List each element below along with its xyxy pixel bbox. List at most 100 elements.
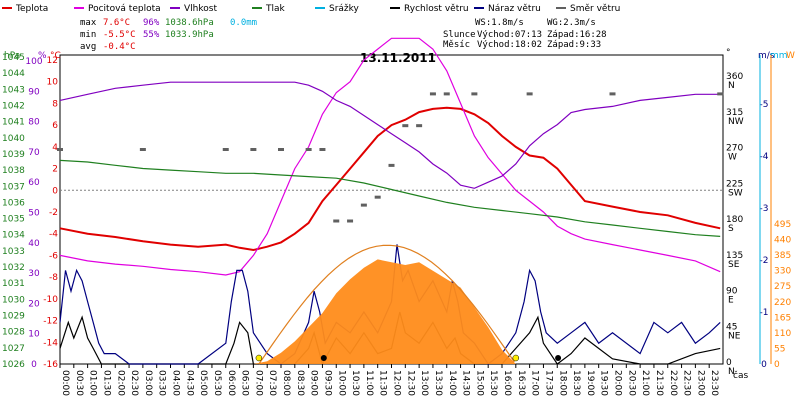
time-tick-label: 02:00 xyxy=(115,370,125,396)
c-tick-label: -4 xyxy=(49,230,58,240)
wind-dir-mark xyxy=(360,203,367,207)
dir-tick-value: 90 xyxy=(726,287,738,297)
wind-dir-mark xyxy=(347,219,354,223)
hpa-tick-label: 1034 xyxy=(2,231,25,241)
time-tick-label: 04:30 xyxy=(184,370,194,396)
stat-sun-rise: Východ:07:13 xyxy=(477,30,542,40)
time-tick-label: 05:30 xyxy=(212,370,222,396)
time-tick-label: 09:30 xyxy=(322,370,332,396)
time-tick-label: 19:00 xyxy=(585,370,595,396)
time-tick-label: 15:00 xyxy=(474,370,484,396)
wind-dir-mark xyxy=(319,148,326,151)
time-tick-label: 13:30 xyxy=(433,370,443,396)
time-tick-label: 03:00 xyxy=(143,370,153,396)
c-tick-label: 10 xyxy=(47,78,59,88)
stat-avg-label: avg xyxy=(80,42,96,52)
time-tick-label: 14:30 xyxy=(461,370,471,396)
stat-min-hum: 55% xyxy=(143,30,160,40)
time-tick-label: 04:00 xyxy=(171,370,181,396)
axis-unit-hpa: hPa xyxy=(4,51,20,61)
legend-label-6: Náraz větru xyxy=(488,4,541,14)
stat-sun-label: Slunce xyxy=(443,30,476,40)
time-tick-label: 14:00 xyxy=(447,370,457,396)
wind-dir-mark xyxy=(139,148,146,151)
hpa-tick-label: 1030 xyxy=(2,295,25,305)
wind-dir-mark xyxy=(333,219,340,223)
hpa-tick-label: 1043 xyxy=(2,85,25,95)
stat-sun-set: Západ:16:28 xyxy=(547,30,607,40)
time-tick-label: 20:30 xyxy=(626,370,636,396)
ms-tick-label: -1 xyxy=(760,308,769,318)
time-tick-label: 23:00 xyxy=(695,370,705,396)
wind-dir-mark xyxy=(388,163,395,167)
stat-rain: 0.0mm xyxy=(230,18,257,28)
wind-dir-mark xyxy=(443,92,450,96)
ms-tick-label: 0 xyxy=(761,360,767,370)
wind-dir-mark xyxy=(278,148,284,151)
ms-tick-label: -2 xyxy=(760,256,769,266)
time-tick-label: 00:30 xyxy=(74,370,84,396)
ms-tick-label: -3 xyxy=(760,204,769,214)
w-tick-label: 385 xyxy=(774,251,791,261)
dir-tick-letter: NW xyxy=(728,117,744,127)
left-axes: 1045104410431042104110401039103810371036… xyxy=(2,53,58,370)
hpa-tick-label: 1039 xyxy=(2,150,25,160)
hpa-tick-label: 1033 xyxy=(2,247,25,257)
pct-tick-label: 50 xyxy=(28,209,40,219)
pct-tick-label: 70 xyxy=(28,148,40,158)
series-line-teplota xyxy=(59,106,721,252)
wind-dir-mark xyxy=(222,148,229,151)
dir-tick-letter: NE xyxy=(728,331,741,341)
time-tick-label: 15:30 xyxy=(488,370,498,396)
stat-max-temp: 7.6°C xyxy=(103,18,130,28)
hpa-tick-label: 1032 xyxy=(2,263,25,273)
time-tick-label: 07:00 xyxy=(253,370,263,396)
sunrise-marker xyxy=(255,354,263,362)
dir-tick-value: 360 xyxy=(726,72,743,82)
stat-min-temp: -5.5°C xyxy=(103,30,136,40)
hpa-tick-label: 1045 xyxy=(2,53,25,63)
pct-tick-label: 30 xyxy=(28,269,40,279)
w-tick-label: 440 xyxy=(774,236,791,246)
series-area-slunce xyxy=(253,259,516,364)
wind-dir-mark xyxy=(374,195,381,199)
series-line-vlhkost xyxy=(59,81,721,189)
legend-label-4: Srážky xyxy=(329,4,360,14)
w-tick-label: 0 xyxy=(774,360,780,370)
legend-label-5: Rychlost větru xyxy=(404,4,469,14)
hpa-tick-label: 1028 xyxy=(2,328,25,338)
time-tick-label: 10:00 xyxy=(336,370,346,396)
c-tick-label: -6 xyxy=(49,251,58,261)
w-tick-label: 330 xyxy=(774,267,791,277)
hpa-tick-label: 1042 xyxy=(2,101,25,111)
c-tick-label: 0 xyxy=(52,186,58,196)
time-tick-label: 06:30 xyxy=(240,370,250,396)
w-tick-label: 495 xyxy=(774,220,791,230)
c-tick-label: -10 xyxy=(43,295,58,305)
time-tick-label: 02:30 xyxy=(129,370,139,396)
dir-tick-value: 45 xyxy=(726,322,737,332)
stat-min-label: min xyxy=(80,30,96,40)
c-tick-label: 4 xyxy=(52,143,58,153)
chart-title: 13.11.2011 xyxy=(360,51,436,65)
dir-tick-letter: SW xyxy=(728,188,743,198)
time-tick-label: 23:30 xyxy=(709,370,719,396)
stat-moon-rise: Východ:18:02 xyxy=(477,40,542,50)
right-axes: 360N315NW270W225SW180S135SE90E45NE0N-5-4… xyxy=(726,55,791,377)
c-tick-label: 6 xyxy=(52,121,58,131)
hpa-tick-label: 1041 xyxy=(2,118,25,128)
pct-tick-label: 90 xyxy=(28,87,40,97)
hpa-tick-label: 1027 xyxy=(2,344,25,354)
time-tick-label: 01:30 xyxy=(101,370,111,396)
legend-label-7: Směr větru xyxy=(570,4,620,14)
wind-dir-mark xyxy=(305,148,312,151)
legend-label-0: Teplota xyxy=(15,4,48,14)
series-group xyxy=(57,37,724,366)
pct-tick-label: 0 xyxy=(31,360,37,370)
time-tick-label: 07:30 xyxy=(267,370,277,396)
dir-tick-value: 135 xyxy=(726,251,743,261)
pct-tick-label: 40 xyxy=(28,239,40,249)
c-tick-label: -8 xyxy=(49,273,58,283)
sun-theoretical-arc xyxy=(258,244,515,365)
time-tick-label: 08:00 xyxy=(281,370,291,396)
